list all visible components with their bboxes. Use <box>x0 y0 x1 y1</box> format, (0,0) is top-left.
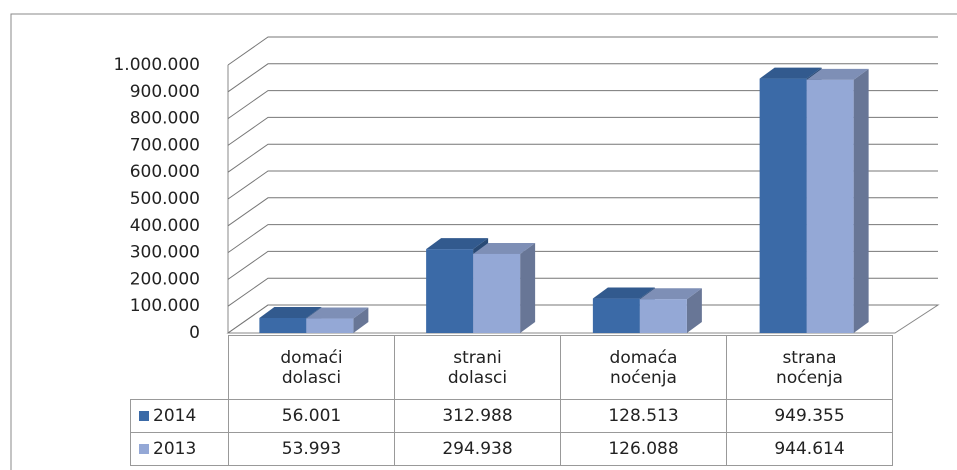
y-tick-label: 700.000 <box>130 135 200 155</box>
y-tick-label: 100.000 <box>130 296 200 316</box>
chart-frame <box>10 13 957 470</box>
bar-top <box>639 288 702 300</box>
data-label: 53.993 <box>228 432 395 466</box>
legend-entry: 2014 <box>130 399 229 433</box>
bar-side <box>520 242 536 333</box>
bar <box>592 298 640 333</box>
x-tick-label: strana noćenja <box>726 335 893 400</box>
grid-line <box>227 304 938 334</box>
y-tick-label: 1.000.000 <box>113 55 200 75</box>
data-label: 294.938 <box>394 432 561 466</box>
y-tick-label: 800.000 <box>130 109 200 129</box>
data-label: 126.088 <box>560 432 727 466</box>
bar-side <box>853 68 869 333</box>
grid-line <box>227 143 938 173</box>
data-label: 128.513 <box>560 399 727 433</box>
data-label: 312.988 <box>394 399 561 433</box>
bar-side <box>353 307 369 333</box>
y-tick-label: 0 <box>189 323 200 343</box>
data-label: 56.001 <box>228 399 395 433</box>
bar-side <box>686 288 702 333</box>
legend-label: 2013 <box>153 439 197 459</box>
grid-line <box>227 197 938 227</box>
grid-line <box>227 63 938 93</box>
legend-entry: 2013 <box>130 432 229 466</box>
grid-line <box>227 224 938 254</box>
data-label: 944.614 <box>726 432 893 466</box>
grid-line <box>227 170 938 200</box>
table-header: domaći dolasci strani dolasci domaća noćen… <box>131 335 893 400</box>
data-label: 949.355 <box>726 399 893 433</box>
bar-top <box>592 287 655 299</box>
bar-top <box>306 307 369 319</box>
table-row: 2014 56.001 312.988 128.513 949.355 <box>130 399 893 433</box>
y-tick-label: 200.000 <box>130 269 200 289</box>
y-tick-label: 400.000 <box>130 216 200 236</box>
y-tick-label: 600.000 <box>130 162 200 182</box>
bar <box>259 317 307 333</box>
y-tick-label: 300.000 <box>130 243 200 263</box>
legend-key <box>139 411 149 421</box>
grid-line <box>227 116 938 146</box>
table-row: 2013 53.993 294.938 126.088 944.614 <box>130 432 893 466</box>
data-table: domaći dolasci strani dolasci domaća noćen… <box>130 335 893 466</box>
bar <box>759 78 807 333</box>
bar-top <box>759 67 822 79</box>
bar <box>806 79 854 333</box>
bar-top <box>426 238 489 250</box>
grid-line <box>227 36 938 66</box>
legend-label: 2014 <box>153 406 197 426</box>
grid-line <box>227 277 938 307</box>
x-tick-label: domaća noćenja <box>560 335 727 400</box>
x-tick-label: domaći dolasci <box>228 335 395 400</box>
grid-line <box>227 250 938 280</box>
empty-cell <box>131 336 229 400</box>
y-tick-label: 500.000 <box>130 189 200 209</box>
legend-key <box>139 444 149 454</box>
y-tick-label: 900.000 <box>130 82 200 102</box>
bar-top <box>473 242 536 254</box>
bar <box>639 299 687 333</box>
bar <box>306 318 354 333</box>
bar-top <box>259 306 322 318</box>
x-tick-label: strani dolasci <box>394 335 561 400</box>
bar <box>473 253 521 333</box>
bar-top <box>806 68 869 80</box>
grid-line <box>227 90 938 120</box>
bar <box>426 249 474 333</box>
